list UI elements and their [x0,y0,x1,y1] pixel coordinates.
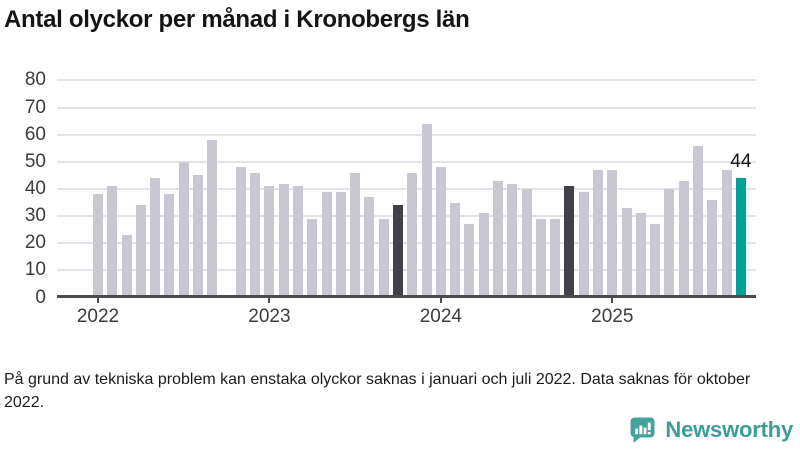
bar-2022-01 [93,194,103,298]
bar-2025-05 [664,188,675,298]
bar-2023-02 [278,183,289,298]
bar-2025-06 [678,180,689,298]
bar-2023-09 [378,218,389,298]
x-axis-tick-2022 [97,298,99,303]
gridline-y-40 [57,187,756,190]
x-axis-label-2024: 2024 [419,305,462,327]
bar-2022-06 [164,194,175,298]
bar-2022-05 [150,178,161,298]
gridline-y-60 [57,133,756,136]
bar-2023-05 [321,191,332,298]
bar-2024-11 [578,191,589,298]
bar-2023-10 [392,205,403,298]
gridline-y-10 [57,269,756,272]
bar-2025-03 [635,213,646,298]
bar-2024-09 [550,218,561,298]
y-axis-label: 70 [24,96,46,118]
gridline-y-20 [57,242,756,245]
bar-2024-08 [535,218,546,298]
x-axis-label-2023: 2023 [248,305,291,327]
bar-2022-03 [121,235,132,298]
bar-chart: 0 10 20 30 40 50 60 70 80 2022 2023 2024 2025 44 [24,69,756,327]
x-axis-tick-2024 [439,298,442,303]
y-axis-label: 50 [24,150,46,172]
bar-2022-12 [250,172,261,298]
bar-2023-03 [292,186,303,298]
bar-2022-02 [107,186,118,298]
bar-2025-09 [721,169,732,298]
bar-2023-04 [307,218,318,298]
bar-2022-09 [207,140,218,298]
bar-2022-11 [235,167,246,298]
bar-2023-01 [264,186,275,298]
bar-2025-04 [650,224,661,298]
x-axis-line [57,295,756,298]
x-axis-label-2022: 2022 [76,305,120,327]
bar-2024-10 [564,186,575,298]
bar-2024-04 [478,213,489,298]
bar-2025-01 [607,169,618,298]
bar-2025-07 [692,145,703,298]
bar-2023-12 [421,123,432,298]
bar-2025-02 [621,207,632,298]
bar-2023-08 [364,197,375,298]
newsworthy-logo[interactable]: Newsworthy [628,415,793,445]
y-axis-label: 60 [24,123,46,145]
y-axis-label: 40 [24,177,46,199]
footnote-text: På grund av tekniska problem kan enstaka… [4,371,751,411]
bar-2025-10 [735,178,746,298]
newsworthy-speech-bubble-icon [630,417,655,443]
bar-2024-07 [521,188,532,298]
bar-2024-06 [507,183,518,298]
bar-2024-02 [450,202,461,298]
x-axis-tick-2025 [611,298,614,303]
x-axis-tick-2023 [268,298,271,303]
y-axis-label: 20 [24,232,46,254]
bar-2023-11 [407,172,418,298]
bar-2024-01 [435,167,446,298]
brand-name: Newsworthy [665,417,793,442]
bar-2023-06 [335,191,346,298]
y-axis-label: 30 [24,205,46,227]
bar-2024-05 [492,180,503,298]
bar-value-label: 44 [730,151,752,173]
gridline-y-80 [57,79,756,82]
y-axis-label: 0 [35,286,46,308]
bar-2025-08 [707,199,718,298]
y-axis-label: 10 [24,259,46,281]
bar-2022-04 [135,205,146,298]
gridline-y-70 [57,106,756,109]
x-axis-label-2025: 2025 [591,305,634,327]
gridline-y-30 [57,215,756,218]
bar-2023-07 [350,172,361,298]
y-axis-label: 80 [24,69,46,91]
bar-2022-08 [192,175,203,298]
chart-title: Antal olyckor per månad i Kronobergs län [4,6,470,33]
bar-2022-07 [178,161,189,298]
bar-2024-12 [592,169,603,298]
gridline-y-50 [57,160,756,163]
bar-2024-03 [464,224,475,298]
